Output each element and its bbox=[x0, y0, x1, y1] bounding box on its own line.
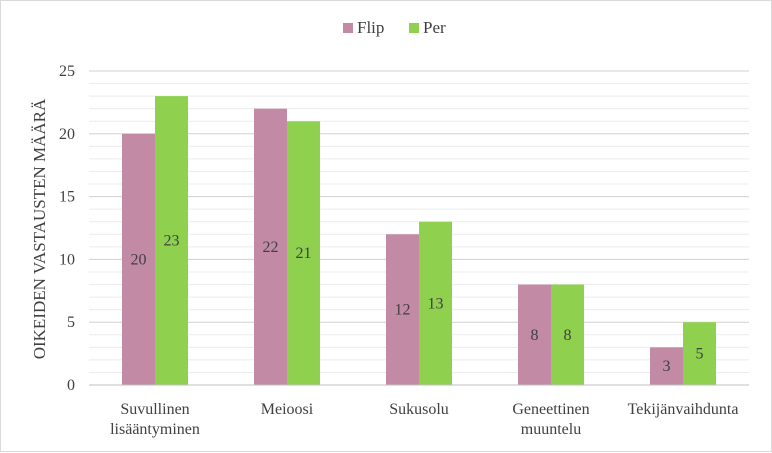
data-labels: 20 23 22 21 12 13 8 8 3 5 bbox=[131, 233, 704, 376]
y-tick-label: 25 bbox=[59, 63, 75, 80]
x-tick-label: Suvullinen lisääntyminen bbox=[110, 401, 200, 438]
data-label: 20 bbox=[131, 251, 147, 268]
y-tick-label: 10 bbox=[59, 251, 75, 268]
data-label: 12 bbox=[395, 302, 411, 319]
data-label: 23 bbox=[164, 233, 180, 250]
data-label: 5 bbox=[696, 346, 704, 363]
bar-flip bbox=[254, 108, 287, 386]
x-tick-label: Meioosi bbox=[261, 401, 314, 418]
data-label: 21 bbox=[296, 245, 312, 262]
x-tick-label: Geneettinen muuntelu bbox=[512, 401, 589, 438]
legend-swatch bbox=[409, 23, 419, 33]
x-tick-label: Sukusolu bbox=[389, 401, 449, 418]
legend-label: Per bbox=[423, 18, 446, 37]
bar-per bbox=[419, 221, 452, 385]
legend-label: Flip bbox=[357, 18, 384, 37]
bar-flip bbox=[386, 234, 419, 385]
data-label: 8 bbox=[531, 327, 539, 344]
x-tick-label: Tekijänvaihdunta bbox=[628, 401, 739, 418]
legend: Flip Per bbox=[343, 18, 446, 37]
y-axis-title: OIKEIDEN VASTAUSTEN MÄÄRÄ bbox=[30, 98, 49, 359]
y-tick-label: 5 bbox=[67, 314, 75, 331]
legend-swatch bbox=[343, 23, 353, 33]
data-label: 3 bbox=[663, 358, 671, 375]
data-label: 13 bbox=[428, 295, 444, 312]
y-tick-label: 0 bbox=[67, 377, 75, 394]
bar-per bbox=[155, 96, 188, 386]
y-tick-label: 15 bbox=[59, 189, 75, 206]
bar-per bbox=[287, 121, 320, 386]
data-label: 22 bbox=[263, 239, 279, 256]
bar-per bbox=[551, 284, 584, 385]
axes: 0 5 10 15 20 25 Suvullinen lisääntyminen Meioosi… bbox=[59, 63, 749, 438]
bars bbox=[122, 96, 716, 386]
bar-per bbox=[683, 322, 716, 385]
bar-flip bbox=[518, 284, 551, 385]
y-tick-label: 20 bbox=[59, 126, 75, 143]
bar-flip bbox=[650, 347, 683, 385]
bar-flip bbox=[122, 133, 155, 385]
data-label: 8 bbox=[564, 327, 572, 344]
